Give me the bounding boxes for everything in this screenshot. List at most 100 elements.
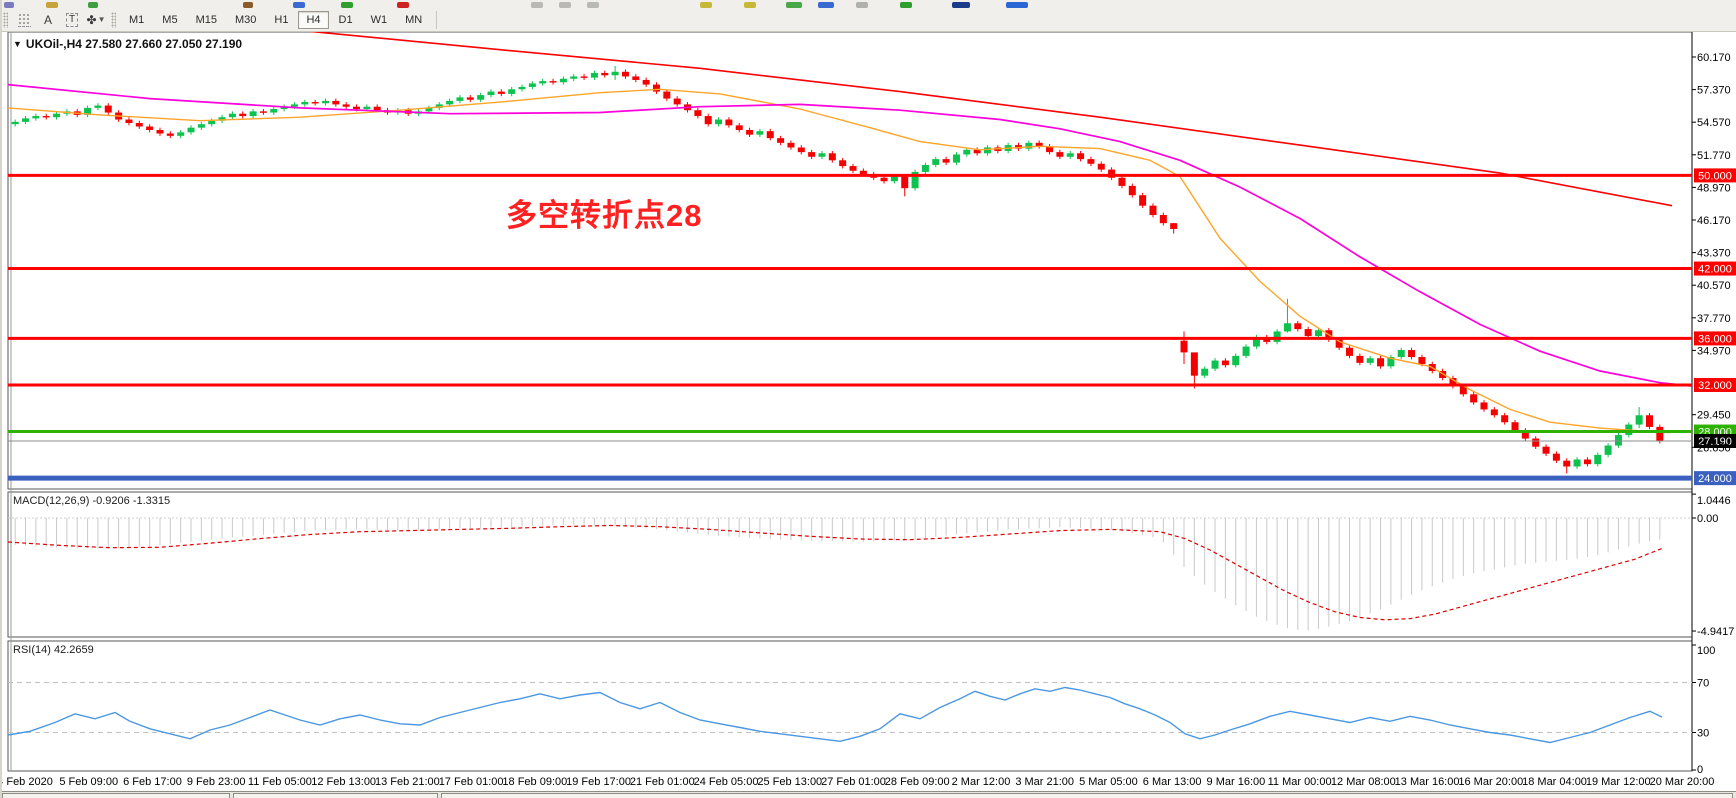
clipped-toolbar-icon[interactable] (952, 2, 970, 8)
symbol-ohlc-text: UKOil-,H4 27.580 27.660 27.050 27.190 (25, 37, 243, 51)
symbol-expander-icon[interactable]: ▼ (13, 39, 22, 49)
timeframe-m5-button[interactable]: M5 (162, 13, 178, 26)
candle (1283, 323, 1291, 332)
candle (880, 177, 888, 182)
clipped-toolbar-icon[interactable] (88, 2, 98, 8)
candle (11, 121, 19, 125)
candle (342, 104, 350, 107)
clipped-toolbar-icon[interactable] (531, 2, 543, 8)
clipped-toolbar-icon[interactable] (587, 2, 599, 8)
clipped-toolbar-icon[interactable] (4, 2, 14, 8)
clipped-toolbar-icon[interactable] (744, 2, 756, 8)
clipped-toolbar-icon[interactable] (46, 2, 58, 8)
candle (673, 98, 681, 105)
candle (1521, 430, 1529, 439)
time-axis-label: 24 Feb 05:00 (694, 776, 759, 788)
candle (197, 124, 205, 128)
text-annotation-button[interactable]: A (38, 11, 58, 29)
timeframe-h4-button[interactable]: H4 (298, 10, 329, 29)
candle (249, 111, 257, 117)
text-a-icon: A (43, 12, 52, 27)
price-tick-label: 57.370 (1697, 85, 1731, 97)
candle (1418, 357, 1426, 365)
clipped-toolbar-icon[interactable] (243, 2, 253, 8)
toolbar-drag-handle[interactable] (3, 11, 8, 28)
chart-tab[interactable] (2, 793, 230, 798)
time-axis-label: 13 Feb 21:00 (375, 776, 440, 788)
timeframe-m1-button[interactable]: M1 (129, 13, 145, 26)
candle (125, 119, 133, 124)
toolbar-drag-handle[interactable] (111, 11, 116, 28)
clipped-toolbar-icon[interactable] (900, 2, 912, 8)
crosshair-grid-icon[interactable] (14, 11, 34, 29)
timeframe-d1-button[interactable]: D1 (338, 13, 353, 26)
timeframe-m30-button[interactable]: M30 (234, 13, 257, 26)
candle (601, 72, 609, 76)
candle (146, 126, 154, 131)
candle (839, 160, 847, 167)
clipped-toolbar-icon[interactable] (397, 2, 409, 8)
candle (580, 76, 588, 78)
candle (952, 154, 960, 163)
candle (1087, 159, 1095, 164)
candle (156, 130, 164, 134)
candle (1077, 153, 1085, 160)
price-tick-label: 54.570 (1697, 117, 1731, 129)
clipped-toolbar-icon[interactable] (700, 2, 712, 8)
clipped-toolbar-icon[interactable] (1006, 2, 1028, 8)
candle (1128, 185, 1136, 196)
candle (1635, 415, 1643, 425)
panel-frame (7, 491, 1693, 638)
level-price-tag-text: 36.000 (1698, 333, 1732, 345)
arrow-objects-button[interactable]: ✤ ▼ (86, 11, 106, 29)
clipped-toolbar-icon[interactable] (856, 2, 868, 8)
candle (311, 102, 319, 104)
level-price-tag-text: 42.000 (1698, 264, 1732, 276)
price-tick-label: 40.570 (1697, 280, 1731, 292)
candle (53, 113, 61, 118)
time-axis-label: 6 Mar 13:00 (1143, 776, 1202, 788)
chart-tab[interactable] (441, 793, 1733, 798)
candle (1346, 347, 1354, 356)
candle (1594, 454, 1602, 465)
clipped-toolbar-icon[interactable] (293, 2, 305, 8)
candle (808, 152, 816, 157)
timeframe-w1-button[interactable]: W1 (370, 13, 388, 26)
candle (725, 119, 733, 126)
rsi-tick-label: 100 (1697, 645, 1715, 657)
chevron-down-icon[interactable]: ▼ (97, 15, 106, 24)
symbol-ohlc-line[interactable]: ▼ UKOil-,H4 27.580 27.660 27.050 27.190 (13, 37, 242, 51)
price-tick-label: 43.370 (1697, 248, 1731, 260)
clipped-toolbar-icon[interactable] (818, 2, 834, 8)
clipped-toolbar-icon[interactable] (559, 2, 571, 8)
candle (228, 113, 236, 118)
time-axis-label: 19 Mar 12:00 (1586, 776, 1651, 788)
timeframe-m15-button[interactable]: M15 (195, 13, 217, 26)
candle (1314, 330, 1322, 337)
price-tick-label: 46.170 (1697, 215, 1731, 227)
chart-tab[interactable] (233, 793, 438, 798)
candle (477, 95, 485, 100)
rsi-tick-label: 30 (1697, 728, 1709, 740)
text-label-button[interactable]: T (62, 11, 82, 29)
candle (746, 130, 754, 135)
time-axis-label: 12 Feb 13:00 (311, 776, 376, 788)
clipped-toolbar-icon[interactable] (341, 2, 353, 8)
rsi-line (7, 686, 1663, 744)
candle (890, 176, 898, 182)
time-axis-label: 9 Feb 23:00 (187, 776, 246, 788)
arrow-stamp-icon: ✤ (86, 12, 97, 27)
time-axis-label: 17 Feb 01:00 (439, 776, 504, 788)
macd-tick-label: -4.9417 (1697, 626, 1734, 638)
panel-frame (7, 640, 1693, 772)
level-price-tag-text: 24.000 (1698, 473, 1732, 485)
candle (1201, 368, 1209, 376)
candle (694, 110, 702, 117)
timeframe-h1-button[interactable]: H1 (274, 13, 289, 26)
candle (104, 105, 112, 113)
clipped-toolbar-icon[interactable] (786, 2, 802, 8)
candle (1304, 329, 1312, 337)
timeframe-mn-button[interactable]: MN (405, 13, 423, 26)
candle (632, 76, 640, 80)
